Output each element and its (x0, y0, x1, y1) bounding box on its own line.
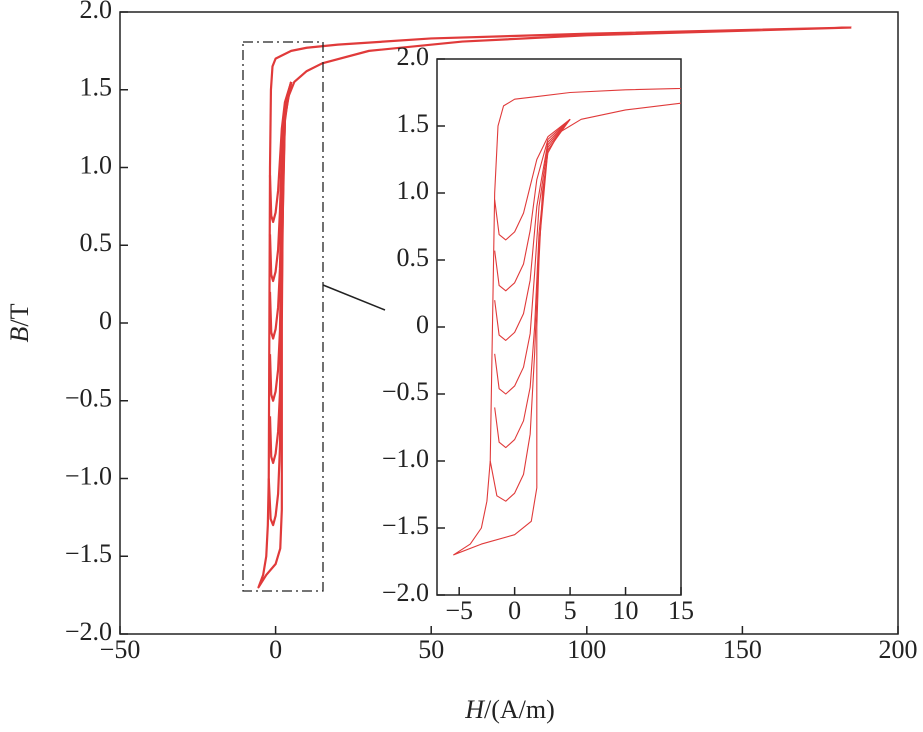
zoom-box (242, 41, 324, 592)
y-tick-label: 1.5 (397, 109, 430, 138)
main-plot: −50 0 50 100 150 200−2.0−1.5−1.0−0.500.51.01.… (65, 0, 918, 664)
x-tick-label: 100 (567, 635, 606, 664)
y-tick-label: 0.5 (80, 228, 113, 257)
y-tick-label: −0.5 (65, 384, 112, 413)
hysteresis-loop (257, 26, 852, 589)
x-tick-label: 150 (723, 635, 762, 664)
y-tick-label: −1.0 (382, 444, 429, 473)
curves (453, 87, 681, 556)
y-unit: /T (5, 303, 34, 326)
hysteresis-loop (494, 118, 571, 341)
x-tick-label: 5 (564, 596, 577, 625)
y-tick-label: 1.0 (80, 150, 113, 179)
y-tick-label: −2.0 (65, 617, 112, 646)
inset-plot: −5 0 5 10 15 −2.0 −1.5 −1.0 −0.5 0 0.5 1.0 1.5 2.0 (382, 42, 694, 625)
x-tick-label: 200 (879, 635, 918, 664)
y-tick-label: 1.0 (397, 176, 430, 205)
y-tick-label: 0 (99, 306, 112, 335)
y-tick-label: 2.0 (397, 42, 430, 71)
hysteresis-loop (453, 87, 681, 556)
y-symbol: B (5, 327, 34, 343)
hysteresis-loop (494, 118, 571, 395)
y-tick-label: −1.0 (65, 461, 112, 490)
x-tick-label: −5 (445, 596, 473, 625)
main-frame (119, 11, 899, 635)
x-axis-label: H/(A/m) (464, 695, 555, 724)
x-tick-label: 15 (668, 596, 694, 625)
y-axis-label: B/T (5, 303, 34, 342)
x-tick-label: 0 (508, 596, 521, 625)
hysteresis-loop (489, 118, 571, 502)
x-tick-label: 10 (613, 596, 639, 625)
y-tick-label: −1.5 (382, 511, 429, 540)
x-symbol: H (464, 695, 485, 724)
y-tick-label: 1.5 (80, 73, 113, 102)
y-tick-label: 0.5 (397, 243, 430, 272)
y-tick-label: 2.0 (80, 0, 113, 24)
hysteresis-loop (494, 118, 571, 292)
hysteresis-loop (494, 118, 571, 241)
curves (257, 26, 852, 589)
inset-frame (436, 58, 682, 596)
hysteresis-loop (494, 118, 571, 449)
hysteresis-loop (267, 81, 293, 527)
y-tick-label: −2.0 (382, 578, 429, 607)
x-tick-label: 0 (269, 635, 282, 664)
x-tick-label: 50 (418, 635, 444, 664)
zoom-connector (322, 284, 386, 311)
y-tick-label: −0.5 (382, 377, 429, 406)
y-tick-label: −1.5 (65, 539, 112, 568)
x-tick-label: −50 (100, 635, 141, 664)
y-tick-label: 0 (416, 310, 429, 339)
x-unit: /(A/m) (484, 695, 555, 724)
